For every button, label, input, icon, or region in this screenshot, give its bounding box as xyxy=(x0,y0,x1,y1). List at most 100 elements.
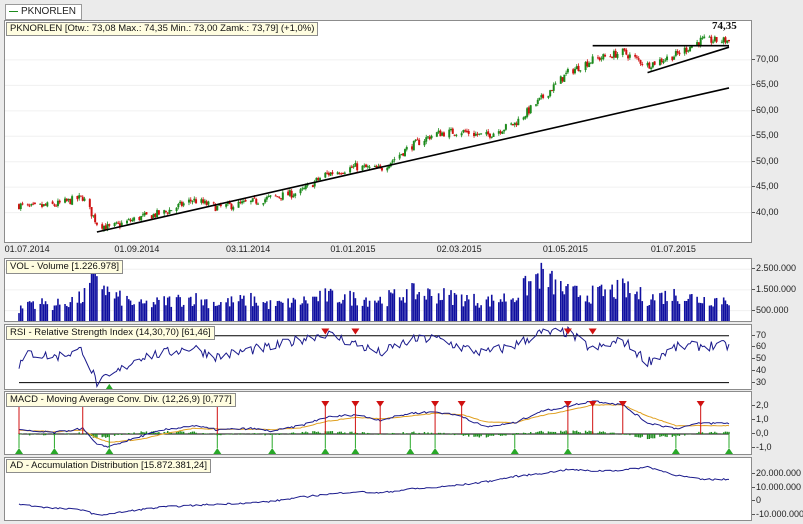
candle-body xyxy=(586,61,589,67)
volume-pane[interactable]: VOL - Volume [1.226.978] xyxy=(4,258,752,322)
volume-bar xyxy=(547,287,550,321)
candle-body xyxy=(95,222,98,225)
candle-body xyxy=(478,133,481,135)
candle-body xyxy=(113,222,116,226)
volume-bar xyxy=(262,302,265,321)
candle-body xyxy=(393,159,396,161)
volume-bar xyxy=(18,313,20,321)
price-pane[interactable]: PKNORLEN [Otw.: 73,08 Max.: 74,35 Min.: … xyxy=(4,20,752,243)
rsi-y-tick: 60 xyxy=(751,341,767,352)
macd-histogram-bar xyxy=(673,434,675,436)
volume-bar xyxy=(715,297,718,321)
volume-bar xyxy=(653,300,656,321)
volume-bar xyxy=(42,304,45,321)
candle-body xyxy=(55,205,58,207)
volume-bar xyxy=(588,302,590,321)
volume-bar xyxy=(267,309,270,321)
volume-bar xyxy=(375,302,378,321)
candle-body xyxy=(527,107,530,114)
macd-histogram-bar xyxy=(639,434,642,438)
candle-body xyxy=(710,36,713,43)
macd-pane[interactable]: MACD - Moving Average Conv. Div. (12,26,… xyxy=(4,391,752,455)
macd-histogram-bar xyxy=(443,432,445,434)
chart-legend[interactable]: PKNORLEN xyxy=(5,4,83,20)
candle-body xyxy=(354,163,357,167)
macd-histogram-bar xyxy=(195,432,197,434)
macd-histogram-bar xyxy=(117,434,119,435)
volume-bar xyxy=(609,289,612,321)
volume-bar xyxy=(319,290,321,321)
macd-signal-line xyxy=(18,404,730,443)
macd-histogram-bar xyxy=(191,431,194,434)
volume-bar xyxy=(92,269,95,321)
trendline xyxy=(647,46,730,74)
macd-histogram-bar xyxy=(342,432,344,434)
macd-histogram-bar xyxy=(478,434,481,438)
ad-pane[interactable]: AD - Accumulation Distribution [15.872.3… xyxy=(4,457,752,521)
volume-y-tick: 1.500.000 xyxy=(751,283,797,294)
candle-body xyxy=(237,201,240,208)
volume-bar xyxy=(584,301,587,321)
macd-histogram-bar xyxy=(367,432,369,434)
candle-body xyxy=(414,139,417,141)
candle-body xyxy=(33,202,36,204)
volume-bar xyxy=(455,294,458,321)
candle-body xyxy=(157,210,160,215)
macd-histogram-bar xyxy=(524,432,527,434)
volume-bar xyxy=(253,296,256,321)
candle-body xyxy=(689,47,692,52)
candle-body xyxy=(398,154,401,159)
macd-histogram-bar xyxy=(250,433,252,434)
volume-bar xyxy=(349,290,351,321)
candle-body xyxy=(342,173,345,175)
macd-histogram-bar xyxy=(489,434,491,436)
candle-body xyxy=(219,204,222,206)
volume-bar xyxy=(637,299,640,321)
rsi-pane[interactable]: RSI - Relative Strength Index (14,30,70)… xyxy=(4,324,752,390)
macd-histogram-bar xyxy=(551,431,553,434)
volume-bar xyxy=(152,302,155,321)
macd-histogram-bar xyxy=(305,431,307,434)
candle-body xyxy=(21,203,24,205)
macd-histogram-bar xyxy=(650,434,652,439)
candle-body xyxy=(435,132,438,137)
candle-body xyxy=(448,129,451,138)
volume-bar xyxy=(708,305,711,321)
candle-body xyxy=(69,198,72,205)
macd-histogram-bar xyxy=(257,433,259,434)
volume-bar xyxy=(604,289,606,321)
macd-histogram-bar xyxy=(576,430,578,434)
macd-histogram-bar xyxy=(659,434,661,437)
volume-bar xyxy=(225,302,227,321)
volume-bar xyxy=(140,299,142,321)
volume-bar xyxy=(512,298,514,321)
candle-body xyxy=(88,199,91,207)
macd-histogram-bar xyxy=(34,434,36,435)
macd-histogram-bar xyxy=(554,431,557,434)
volume-bar xyxy=(90,270,93,321)
macd-histogram-bar xyxy=(313,431,316,434)
volume-bar xyxy=(460,294,463,321)
volume-bar xyxy=(652,294,654,321)
candle-body xyxy=(604,54,607,57)
candle-body xyxy=(156,210,159,218)
price-y-tick: 70,00 xyxy=(752,53,779,64)
macd-histogram-bar xyxy=(666,434,668,438)
volume-bar xyxy=(540,262,543,321)
candle-body xyxy=(170,210,173,212)
volume-bar xyxy=(143,303,146,321)
candle-body xyxy=(488,133,491,138)
macd-histogram-bar xyxy=(138,433,141,434)
volume-bar xyxy=(567,283,569,321)
volume-bar xyxy=(411,283,413,321)
volume-bar xyxy=(117,296,119,321)
macd-histogram-bar xyxy=(528,433,530,434)
volume-bar xyxy=(726,304,729,321)
candle-body xyxy=(280,198,283,200)
candle-body xyxy=(327,172,330,176)
macd-histogram-bar xyxy=(55,434,57,435)
macd-histogram-bar xyxy=(698,431,700,434)
volume-bar xyxy=(67,307,70,321)
macd-buy-marker xyxy=(510,448,519,454)
volume-bar xyxy=(485,299,488,321)
